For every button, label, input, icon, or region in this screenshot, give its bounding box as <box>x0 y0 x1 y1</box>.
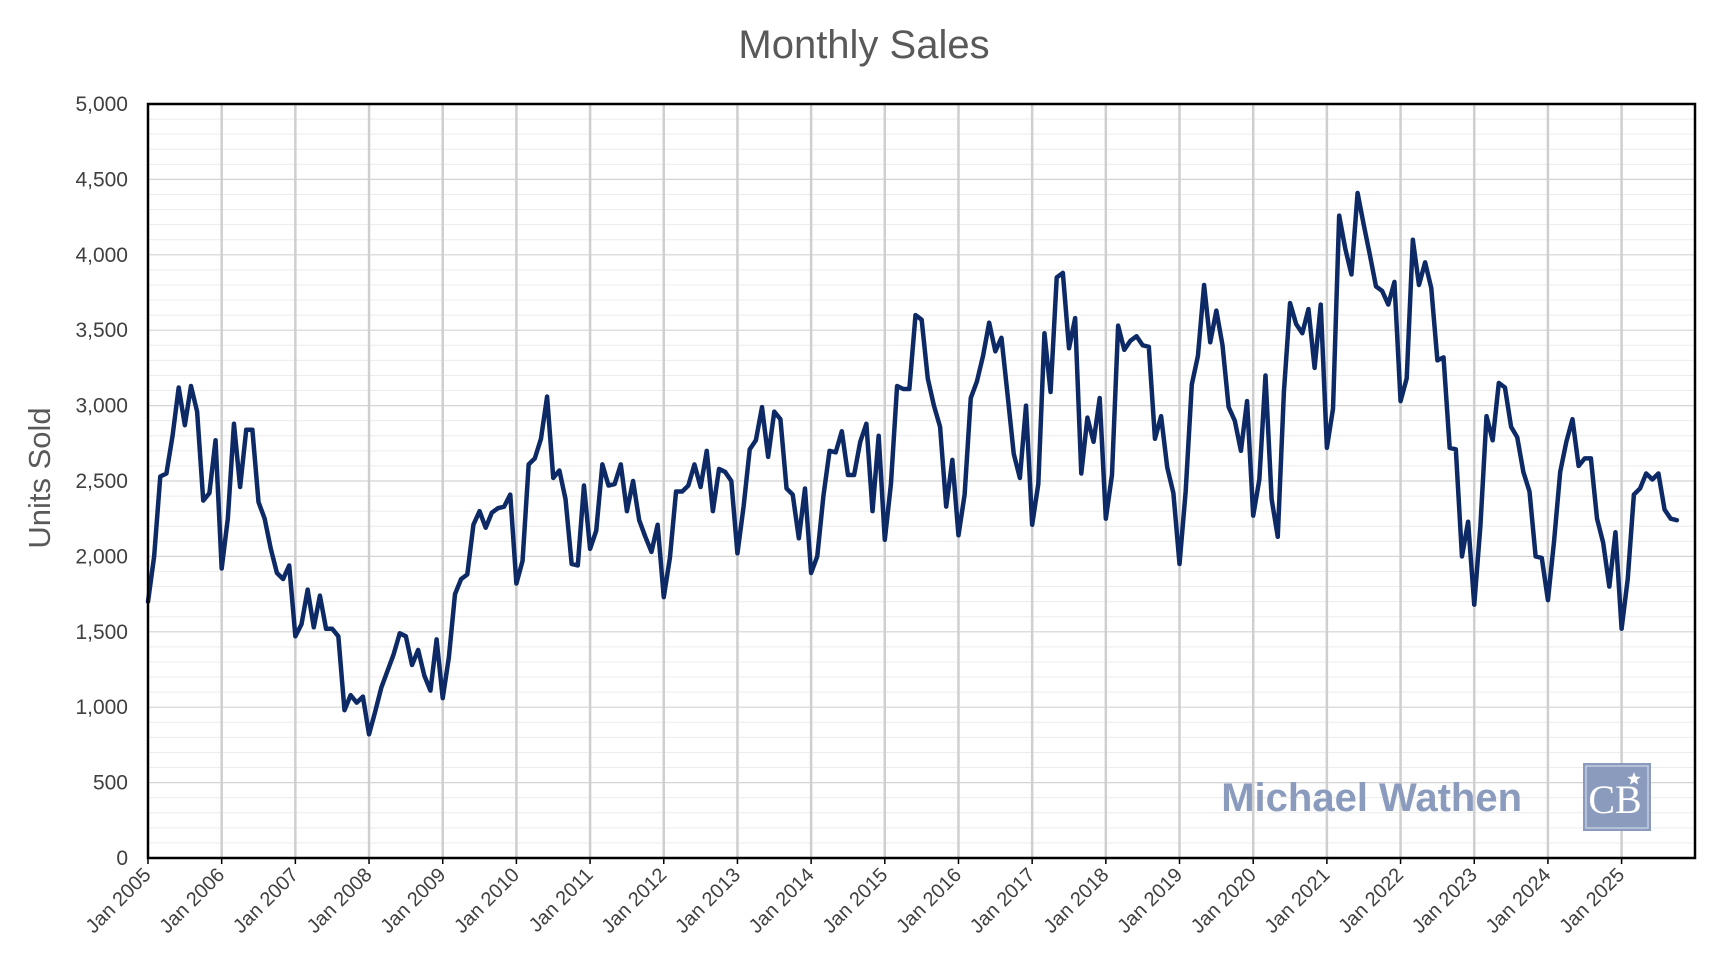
y-tick-label: 2,000 <box>75 545 128 568</box>
watermark: Michael Wathen CB <box>1221 763 1651 831</box>
y-tick-label: 4,000 <box>75 244 128 267</box>
x-tick-label: Jan 2006 <box>155 864 229 938</box>
x-tick-label: Jan 2012 <box>598 864 672 938</box>
logo-square <box>1583 763 1651 831</box>
y-tick-label: 1,500 <box>75 621 128 644</box>
y-tick-label: 3,000 <box>75 395 128 418</box>
series-line <box>145 190 1680 737</box>
y-axis-ticks: 0 500 1,000 1,500 2,000 2,500 3,000 3,500 4,000 4… <box>75 93 128 870</box>
y-tick-label: 5,000 <box>75 93 128 116</box>
x-tick-label: Jan 2017 <box>966 864 1040 938</box>
x-tick-label: Jan 2009 <box>377 864 451 938</box>
y-tick-label: 3,500 <box>75 319 128 342</box>
y-axis-label: Units Sold <box>22 407 57 548</box>
y-tick-label: 2,500 <box>75 470 128 493</box>
y-tick-label: 4,500 <box>75 168 128 191</box>
x-tick-label: Jan 2014 <box>745 864 819 938</box>
plot-area-frame <box>146 102 1697 860</box>
x-tick-label: Jan 2023 <box>1408 864 1482 938</box>
x-tick-label: Jan 2005 <box>82 864 156 938</box>
x-tick-label: Jan 2021 <box>1261 864 1335 938</box>
x-tick-label: Jan 2019 <box>1113 864 1187 938</box>
logo-star-icon <box>1627 772 1641 785</box>
major-gridlines <box>148 104 1695 858</box>
x-tick-label: Jan 2024 <box>1482 864 1556 938</box>
watermark-text: Michael Wathen <box>1221 776 1522 820</box>
y-tick-label: 500 <box>93 772 128 795</box>
x-tick-label: Jan 2018 <box>1040 864 1114 938</box>
logo-letters: CB <box>1588 777 1641 822</box>
x-tick-label: Jan 2013 <box>671 864 745 938</box>
x-tick-label: Jan 2015 <box>819 864 893 938</box>
y-tick-label: 0 <box>116 847 128 870</box>
logo-border <box>1585 765 1649 829</box>
x-tick-label: Jan 2010 <box>450 864 524 938</box>
x-tick-label: Jan 2007 <box>229 864 303 938</box>
x-tick-label: Jan 2020 <box>1187 864 1261 938</box>
x-tick-label: Jan 2022 <box>1334 864 1408 938</box>
x-tick-label: Jan 2025 <box>1555 864 1629 938</box>
chart-title: Monthly Sales <box>738 23 989 67</box>
x-axis-ticks: Jan 2005 Jan 2006 Jan 2007 Jan 2008 Jan 2009… <box>82 858 1629 938</box>
x-tick-label: Jan 2016 <box>892 864 966 938</box>
x-tick-label: Jan 2008 <box>303 864 377 938</box>
y-tick-label: 1,000 <box>75 696 128 719</box>
minor-gridlines <box>148 118 1695 844</box>
coldwell-banker-logo: CB <box>1583 763 1651 831</box>
x-tick-label: Jan 2011 <box>525 864 598 937</box>
